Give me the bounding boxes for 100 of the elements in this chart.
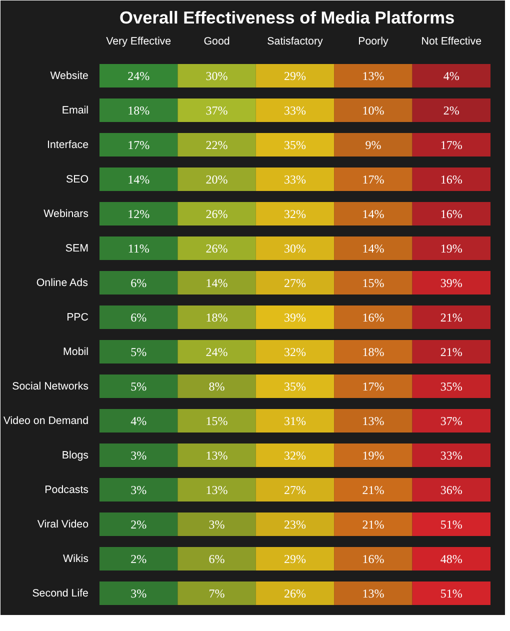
data-label: 35% [440,379,462,394]
data-label: 36% [440,482,462,497]
data-label: 51% [440,586,462,600]
data-label: 23% [284,517,306,532]
y-tick-label: Video on Demand [3,414,89,427]
data-label: 21% [440,344,462,359]
y-tick-label: Mobil [63,346,89,358]
data-label: 24% [128,68,150,83]
y-tick-label: Interface [47,138,89,151]
data-label: 32% [284,344,306,359]
data-label: 27% [284,276,306,290]
data-label: 30% [206,68,228,83]
data-label: 17% [362,172,384,186]
data-label: 21% [362,517,384,532]
data-label: 7% [208,586,225,600]
data-label: 14% [362,206,384,221]
data-label: 26% [206,241,228,256]
data-label: 22% [206,138,228,152]
data-label: 2% [130,552,147,566]
data-label: 17% [362,379,384,394]
data-label: 3% [130,586,147,600]
data-label: 18% [206,310,228,324]
data-label: 4% [443,68,460,83]
data-label: 32% [284,448,306,462]
data-label: 4% [130,414,147,428]
data-label: 3% [130,482,147,497]
data-label: 11% [128,241,150,256]
data-label: 6% [130,310,147,324]
data-label: 12% [128,206,150,221]
y-tick-label: Website [50,70,89,82]
data-label: 14% [206,276,228,290]
data-label: 17% [440,138,462,152]
data-label: 14% [362,241,384,256]
data-label: 21% [440,310,462,324]
data-label: 35% [284,379,306,394]
data-label: 39% [284,310,306,324]
x-tick-label: Satisfactory [267,36,324,48]
data-label: 13% [362,414,384,428]
data-label: 2% [130,517,147,532]
data-label: 9% [365,138,382,152]
y-tick-label: Blogs [62,449,88,462]
y-tick-label: SEO [66,173,89,186]
y-tick-label: Wikis [63,552,89,565]
data-label: 5% [130,344,147,359]
data-label: 29% [284,68,306,83]
data-label: 35% [284,138,306,152]
data-label: 26% [206,206,228,221]
y-tick-label: PPC [66,311,89,324]
data-label: 30% [284,241,306,256]
y-tick-label: Email [62,104,89,116]
data-label: 15% [206,414,228,428]
y-tick-label: Social Networks [12,380,89,392]
data-label: 24% [206,344,228,359]
data-label: 13% [362,68,384,83]
data-label: 19% [440,241,462,256]
data-label: 27% [284,482,306,497]
data-label: 3% [208,517,225,532]
data-label: 13% [362,586,384,600]
x-tick-label: Poorly [358,36,389,48]
data-label: 10% [362,103,384,118]
data-label: 8% [208,379,225,394]
data-label: 31% [284,414,306,428]
y-tick-label: Viral Video [37,518,89,530]
data-label: 37% [440,414,462,428]
data-label: 5% [130,379,147,394]
data-label: 32% [284,206,306,221]
data-label: 33% [440,448,462,462]
data-label: 16% [362,552,384,566]
data-label: 51% [440,517,462,532]
data-label: 19% [362,448,384,462]
y-tick-label: Online Ads [36,276,88,289]
data-label: 33% [284,172,306,186]
data-label: 18% [128,103,150,118]
data-label: 16% [440,206,462,221]
data-label: 17% [128,138,150,152]
data-label: 20% [206,172,228,186]
data-label: 33% [284,103,306,118]
chart-title: Overall Effectiveness of Media Platforms [120,8,455,28]
x-tick-label: Very Effective [106,36,172,48]
data-label: 13% [206,448,228,462]
data-label: 6% [130,276,147,290]
data-label: 48% [440,552,462,566]
y-tick-label: Webinars [44,208,89,220]
x-tick-label: Not Effective [421,36,482,48]
data-label: 2% [443,103,460,118]
data-label: 6% [208,552,225,566]
y-tick-label: SEM [65,242,88,254]
data-label: 3% [130,448,147,462]
data-label: 15% [362,276,384,290]
y-tick-label: Podcasts [44,484,89,496]
data-label: 16% [440,172,462,186]
data-label: 26% [284,586,306,600]
data-label: 37% [206,103,228,118]
data-label: 16% [362,310,384,324]
y-tick-label: Second Life [32,587,89,600]
data-label: 13% [206,482,228,497]
data-label: 21% [362,482,384,497]
x-tick-label: Good [204,36,230,48]
data-label: 39% [440,276,462,290]
data-label: 14% [128,172,150,186]
